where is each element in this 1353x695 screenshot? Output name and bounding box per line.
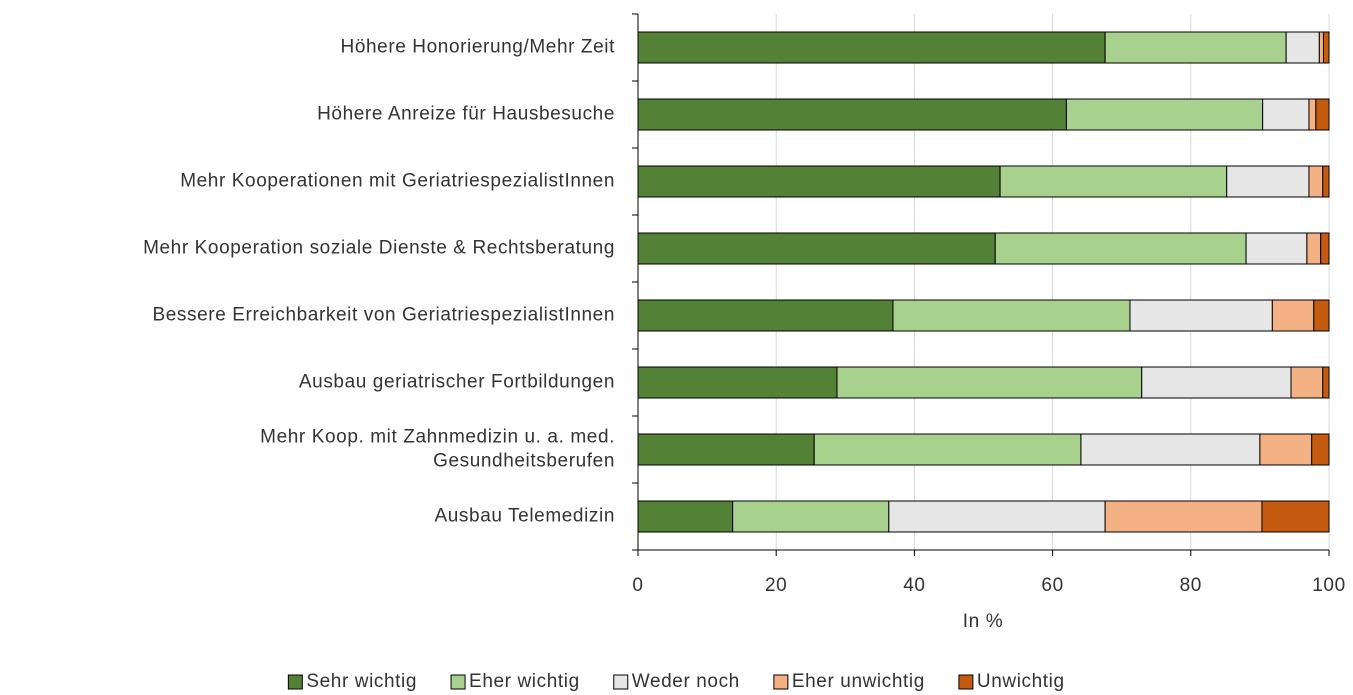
y-tick-label: Höhere Honorierung/Mehr Zeit [341, 37, 616, 58]
x-tick-label: 80 [1180, 575, 1202, 596]
bar-segment [1315, 98, 1330, 131]
bar-segment [1308, 98, 1317, 131]
bar-segment [1290, 366, 1324, 399]
legend-label: Weder noch [632, 671, 740, 692]
x-tick-label: 0 [632, 575, 643, 596]
legend-swatch [613, 674, 629, 690]
bar-segment [1261, 500, 1330, 533]
legend-swatch [773, 674, 789, 690]
bar-segment [888, 500, 1106, 533]
bar-segment [1308, 165, 1324, 198]
y-tick-label: Höhere Anreize für Hausbesuche [317, 104, 615, 125]
y-tick-label: Mehr Koop. mit Zahnmedizin u. a. med. Ges… [260, 427, 615, 472]
legend-label: Eher unwichtig [792, 671, 925, 692]
bar-segment [637, 31, 1106, 64]
bar-segment [637, 165, 1001, 198]
bar-segment [1320, 232, 1330, 265]
y-tick-label: Bessere Erreichbarkeit von Geriatriespez… [152, 305, 615, 326]
bar-segment [637, 98, 1067, 131]
legend-label: Eher wichtig [469, 671, 580, 692]
bar-segment [1285, 31, 1320, 64]
bar-segment [1313, 299, 1330, 332]
x-tick-label: 20 [765, 575, 787, 596]
y-tick-label: Mehr Kooperation soziale Dienste & Recht… [143, 238, 615, 259]
bar-segment [1322, 31, 1330, 64]
legend-label: Unwichtig [977, 671, 1065, 692]
bar-segment [1129, 299, 1273, 332]
legend-swatch [958, 674, 974, 690]
bar-segment [1322, 165, 1330, 198]
bar-segment [637, 299, 894, 332]
bar-segment [1226, 165, 1310, 198]
bar-segment [1080, 433, 1261, 466]
bar-segment [1141, 366, 1292, 399]
y-tick-label: Ausbau geriatrischer Fortbildungen [299, 372, 615, 393]
bar-segment [892, 299, 1131, 332]
x-tick-label: 40 [903, 575, 925, 596]
bar-segment [1259, 433, 1313, 466]
bar-segment [999, 165, 1228, 198]
legend: Sehr wichtig Eher wichtig Weder noch Eher u… [287, 671, 1065, 692]
legend-swatch [287, 674, 303, 690]
bar-segment [1271, 299, 1315, 332]
bar-segment [813, 433, 1082, 466]
bar-segment [1245, 232, 1308, 265]
y-tick-label: Ausbau Telemedizin [434, 506, 615, 527]
legend-swatch [450, 674, 466, 690]
x-axis-label: In % [963, 611, 1003, 632]
bar-segment [1322, 366, 1330, 399]
bar-segment [1262, 98, 1310, 131]
y-tick-label: Mehr Kooperationen mit Geriatriespeziali… [180, 171, 615, 192]
bar-segment [1306, 232, 1322, 265]
bar-segment [994, 232, 1247, 265]
x-tick-label: 100 [1312, 575, 1346, 596]
bar-segment [1104, 500, 1263, 533]
bar-segment [637, 366, 838, 399]
bar-segment [732, 500, 890, 533]
x-tick-label: 60 [1041, 575, 1063, 596]
legend-label: Sehr wichtig [306, 671, 417, 692]
bar-segment [836, 366, 1143, 399]
bar-segment [1311, 433, 1330, 466]
bar-segment [1104, 31, 1287, 64]
bar-segment [1318, 31, 1324, 64]
bar-segment [1065, 98, 1264, 131]
bar-segment [637, 433, 815, 466]
bar-segment [637, 232, 996, 265]
bar-segment [637, 500, 734, 533]
